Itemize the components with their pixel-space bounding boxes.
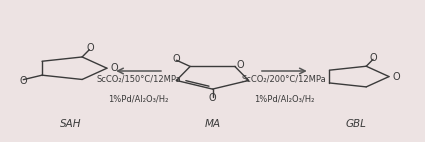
Text: O: O — [20, 76, 27, 86]
Text: MA: MA — [204, 119, 221, 129]
Text: O: O — [209, 93, 216, 103]
Text: ScCO₂/200°C/12MPa: ScCO₂/200°C/12MPa — [242, 75, 327, 84]
Text: O: O — [393, 72, 400, 82]
Text: O: O — [237, 60, 244, 70]
Text: O: O — [173, 54, 180, 64]
Text: O: O — [369, 53, 377, 63]
Text: 1%Pd/Al₂O₃/H₂: 1%Pd/Al₂O₃/H₂ — [254, 94, 314, 103]
Text: SAH: SAH — [60, 119, 82, 129]
Text: O: O — [86, 43, 94, 53]
Text: O: O — [111, 63, 118, 73]
Text: GBL: GBL — [346, 119, 366, 129]
Text: ScCO₂/150°C/12MPa: ScCO₂/150°C/12MPa — [96, 75, 181, 84]
Text: 1%Pd/Al₂O₃/H₂: 1%Pd/Al₂O₃/H₂ — [108, 94, 169, 103]
